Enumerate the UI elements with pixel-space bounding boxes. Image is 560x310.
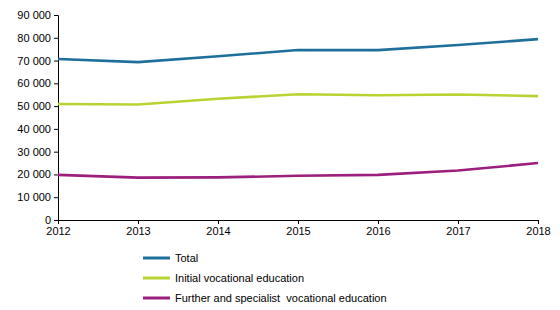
y-tick-label: 10 000 [17,191,51,203]
plot: 010 00020 00030 00040 00050 00060 00070 … [17,9,550,237]
x-tick-label: 2014 [206,225,230,237]
x-tick-mark [58,220,59,224]
y-axis-line [54,16,59,221]
y-axis: 010 00020 00030 00040 00050 00060 00070 … [17,9,58,226]
y-tick: 70 000 [17,55,58,67]
y-tick-label: 50 000 [17,100,51,112]
x-tick-label: 2018 [526,225,550,237]
legend: Total Initial vocational education Further… [143,252,387,304]
x-tick-mark [138,220,139,224]
x-axis: 2012 2013 2014 2015 2016 2017 2018 [46,220,550,237]
legend-swatch [143,257,170,260]
series-inner [58,39,538,177]
x-tick: 2014 [206,220,230,237]
y-tick: 60 000 [17,77,58,89]
x-tick-label: 2017 [446,225,470,237]
x-tick: 2013 [126,220,150,237]
legend-label: Further and specialist vocational educat… [175,292,387,304]
chart: 010 00020 00030 00040 00050 00060 00070 … [0,0,560,310]
y-tick-label: 40 000 [17,123,51,135]
series-line [58,163,538,178]
y-tick-mark [54,38,58,39]
y-tick: 30 000 [17,146,58,158]
y-tick: 40 000 [17,123,58,135]
x-tick-label: 2016 [366,225,390,237]
y-tick-label: 30 000 [17,146,51,158]
y-tick: 90 000 [17,9,58,21]
legend-item: Total [143,252,198,264]
x-tick-label: 2013 [126,225,150,237]
legend-swatch [143,297,170,300]
y-tick-mark [54,15,58,16]
x-tick-mark [538,220,539,224]
legend-item: Initial vocational education [143,272,304,284]
x-tick-label: 2012 [46,225,70,237]
legend-label: Initial vocational education [175,272,304,284]
y-tick: 10 000 [17,191,58,203]
x-tick: 2017 [446,220,470,237]
x-tick: 2018 [526,220,550,237]
y-tick-label: 60 000 [17,77,51,89]
y-tick-mark [54,174,58,175]
x-tick: 2016 [366,220,390,237]
legend-swatch [143,277,170,280]
y-tick-label: 90 000 [17,9,51,21]
y-tick-mark [54,197,58,198]
y-tick: 20 000 [17,168,58,180]
y-tick-label: 20 000 [17,168,51,180]
series-line [58,39,538,62]
legend-label: Total [175,252,198,264]
y-tick-label: 80 000 [17,32,51,44]
y-tick-mark [54,61,58,62]
x-tick-mark [298,220,299,224]
series-group [58,39,538,177]
y-tick-mark [54,83,58,84]
y-tick: 80 000 [17,32,58,44]
x-tick-mark [378,220,379,224]
y-tick-mark [54,106,58,107]
x-tick: 2015 [286,220,310,237]
y-tick: 50 000 [17,100,58,112]
x-tick-mark [458,220,459,224]
x-axis-line [59,221,539,225]
y-tick-label: 70 000 [17,55,51,67]
y-tick-mark [54,220,58,221]
y-tick-mark [54,129,58,130]
y-tick-mark [54,152,58,153]
x-tick-mark [218,220,219,224]
x-tick-label: 2015 [286,225,310,237]
legend-item: Further and specialist vocational educat… [143,292,387,304]
x-tick: 2012 [46,220,70,237]
series-line [58,94,538,104]
